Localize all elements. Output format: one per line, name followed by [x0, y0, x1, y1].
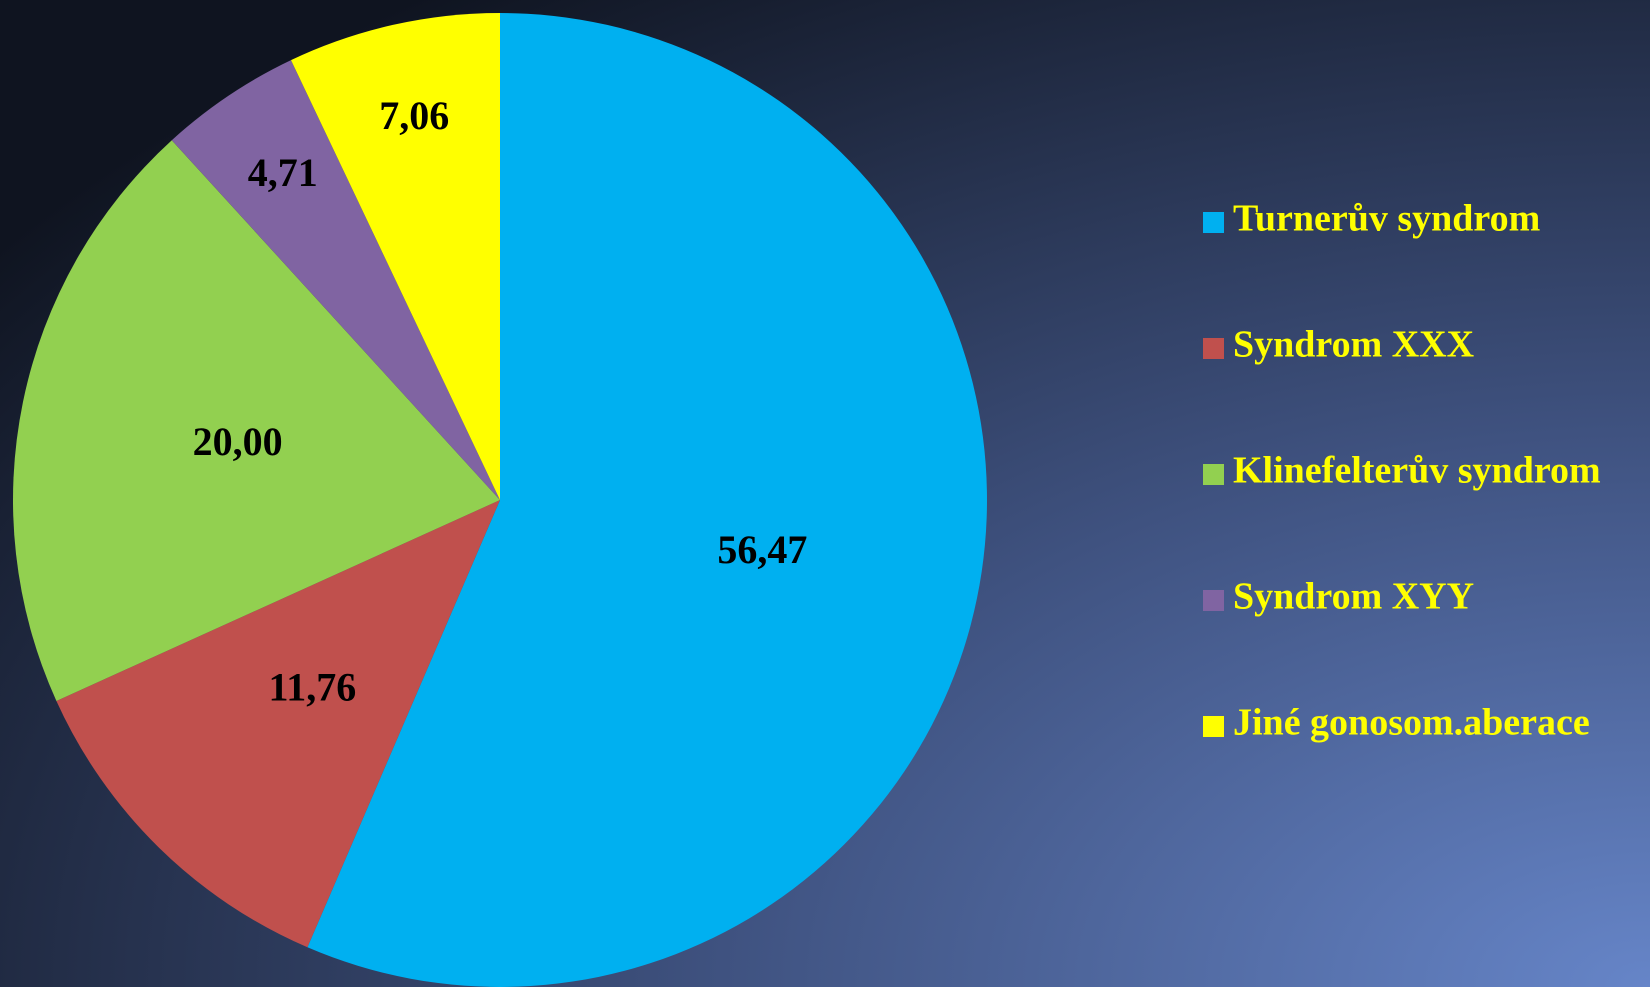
data-label: 11,76	[268, 664, 356, 709]
data-label: 4,71	[248, 150, 318, 195]
legend-label: Syndrom XXX	[1233, 324, 1474, 366]
legend-swatch	[1203, 590, 1224, 611]
legend-label: Syndrom XYY	[1233, 576, 1474, 618]
legend-swatch	[1203, 212, 1224, 233]
pie-slice	[307, 13, 988, 987]
data-label: 7,06	[379, 93, 449, 138]
pie-slice	[56, 500, 500, 948]
legend-swatch	[1203, 716, 1224, 737]
pie-slice	[290, 13, 500, 500]
data-label: 56,47	[717, 527, 807, 572]
data-label: 20,00	[193, 419, 283, 464]
legend-swatch	[1203, 464, 1224, 485]
pie-slice	[171, 60, 500, 500]
legend-swatch	[1203, 338, 1224, 359]
legend-label: Jiné gonosom.aberace	[1233, 702, 1590, 744]
pie-slice	[12, 140, 500, 701]
legend-label: Klinefelterův syndrom	[1233, 450, 1601, 492]
legend-label: Turnerův syndrom	[1233, 198, 1540, 240]
